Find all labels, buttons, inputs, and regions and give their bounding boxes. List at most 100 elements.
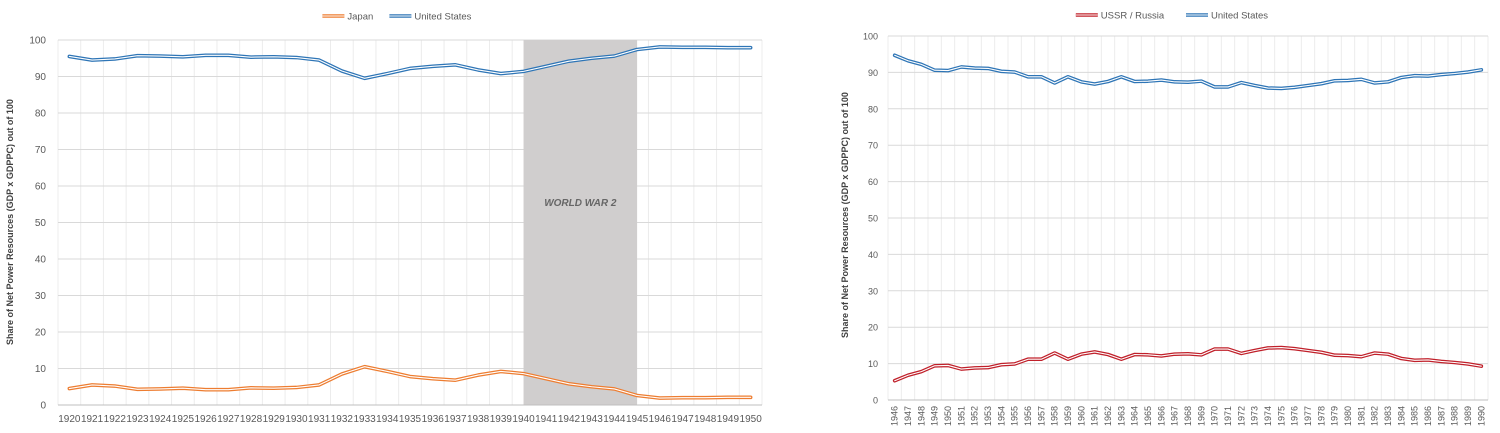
x-tick-label: 1973 <box>1250 406 1260 426</box>
series-line-united-states <box>892 53 1484 91</box>
x-tick-label: 1955 <box>1010 406 1020 426</box>
y-tick-label: 60 <box>35 182 47 193</box>
x-tick-label: 1943 <box>581 414 604 425</box>
x-tick-label: 1926 <box>194 414 217 425</box>
x-tick-label: 1947 <box>671 414 694 425</box>
x-tick-label: 1958 <box>1050 406 1060 426</box>
x-tick-label: 1988 <box>1450 406 1460 426</box>
x-tick-label: 1946 <box>649 414 672 425</box>
x-tick-label: 1934 <box>376 414 399 425</box>
x-tick-label: 1921 <box>81 414 104 425</box>
x-tick-label: 1939 <box>490 414 513 425</box>
x-tick-label: 1964 <box>1130 406 1140 426</box>
x-tick-label: 1989 <box>1463 406 1473 426</box>
x-tick-label: 1962 <box>1103 406 1113 426</box>
x-tick-label: 1950 <box>740 414 763 425</box>
x-tick-label: 1948 <box>916 406 926 426</box>
x-tick-label: 1930 <box>285 414 308 425</box>
y-tick-label: 70 <box>35 145 47 156</box>
legend-item: Japan <box>322 12 373 23</box>
x-tick-label: 1924 <box>149 414 172 425</box>
x-tick-label: 1951 <box>956 406 966 426</box>
war-shaded-region <box>523 40 638 405</box>
x-tick-label: 1981 <box>1356 406 1366 426</box>
legend-label: United States <box>414 12 471 23</box>
series-line-core <box>68 46 752 79</box>
y-tick-label: 80 <box>868 104 878 114</box>
x-tick-label: 1932 <box>331 414 354 425</box>
x-tick-label: 1928 <box>240 414 263 425</box>
legend-label: USSR / Russia <box>1101 11 1165 22</box>
x-tick-label: 1940 <box>512 414 535 425</box>
y-tick-label: 40 <box>35 255 47 266</box>
y-tick-label: 0 <box>40 401 46 412</box>
y-tick-label: 40 <box>868 250 878 260</box>
x-tick-label: 1923 <box>126 414 149 425</box>
x-tick-label: 1977 <box>1303 406 1313 426</box>
y-tick-label: 10 <box>35 364 47 375</box>
y-tick-label: 0 <box>873 396 878 406</box>
war-region-label: WORLD WAR 2 <box>544 198 617 209</box>
x-tick-label: 1980 <box>1343 406 1353 426</box>
x-tick-label: 1985 <box>1410 406 1420 426</box>
x-tick-label: 1965 <box>1143 406 1153 426</box>
x-tick-label: 1982 <box>1370 406 1380 426</box>
legend-label: United States <box>1211 11 1268 22</box>
x-tick-label: 1963 <box>1116 406 1126 426</box>
x-tick-label: 1956 <box>1023 406 1033 426</box>
x-tick-label: 1976 <box>1290 406 1300 426</box>
series-line-japan <box>67 364 753 400</box>
legend-item: USSR / Russia <box>1075 11 1165 22</box>
series-line-outer <box>892 345 1484 383</box>
y-axis-title: Share of Net Power Resources (GDP x GDPP… <box>840 92 850 338</box>
x-tick-label: 1990 <box>1476 406 1486 426</box>
series-line-outer <box>892 53 1484 91</box>
x-tick-label: 1946 <box>890 406 900 426</box>
series-line-core <box>894 54 1482 89</box>
x-tick-label: 1938 <box>467 414 490 425</box>
x-tick-label: 1979 <box>1330 406 1340 426</box>
x-tick-label: 1957 <box>1036 406 1046 426</box>
series-line-core <box>894 347 1482 382</box>
y-tick-label: 100 <box>863 32 878 42</box>
x-tick-label: 1975 <box>1276 406 1286 426</box>
x-tick-label: 1931 <box>308 414 331 425</box>
x-tick-label: 1935 <box>399 414 422 425</box>
x-tick-label: 1969 <box>1196 406 1206 426</box>
y-tick-label: 80 <box>35 109 47 120</box>
x-tick-label: 1986 <box>1423 406 1433 426</box>
x-tick-label: 1947 <box>903 406 913 426</box>
x-tick-label: 1978 <box>1316 406 1326 426</box>
x-tick-label: 1974 <box>1263 406 1273 426</box>
legend: USSR / Russia United States <box>1075 11 1268 22</box>
y-tick-label: 30 <box>35 291 47 302</box>
x-tick-label: 1936 <box>422 414 445 425</box>
y-tick-label: 50 <box>868 214 878 224</box>
legend-item: United States <box>1186 11 1268 22</box>
x-tick-label: 1945 <box>626 414 649 425</box>
x-tick-label: 1941 <box>535 414 558 425</box>
x-tick-label: 1948 <box>694 414 717 425</box>
x-tick-label: 1949 <box>717 414 740 425</box>
x-tick-label: 1920 <box>58 414 81 425</box>
x-tick-label: 1933 <box>353 414 376 425</box>
x-tick-label: 1953 <box>983 406 993 426</box>
x-tick-label: 1950 <box>943 406 953 426</box>
y-tick-label: 90 <box>35 72 47 83</box>
y-tick-label: 30 <box>868 286 878 296</box>
y-tick-label: 70 <box>868 141 878 151</box>
legend-label: Japan <box>347 12 373 23</box>
x-tick-label: 1959 <box>1063 406 1073 426</box>
x-tick-label: 1984 <box>1396 406 1406 426</box>
x-tick-label: 1927 <box>217 414 240 425</box>
y-tick-label: 100 <box>29 36 46 47</box>
series-line-united-states <box>67 45 753 81</box>
series-line-core <box>68 366 752 399</box>
x-tick-label: 1929 <box>263 414 286 425</box>
x-tick-label: 1949 <box>930 406 940 426</box>
y-axis-title: Share of Net Power Resources (GDP x GDPP… <box>5 99 15 345</box>
